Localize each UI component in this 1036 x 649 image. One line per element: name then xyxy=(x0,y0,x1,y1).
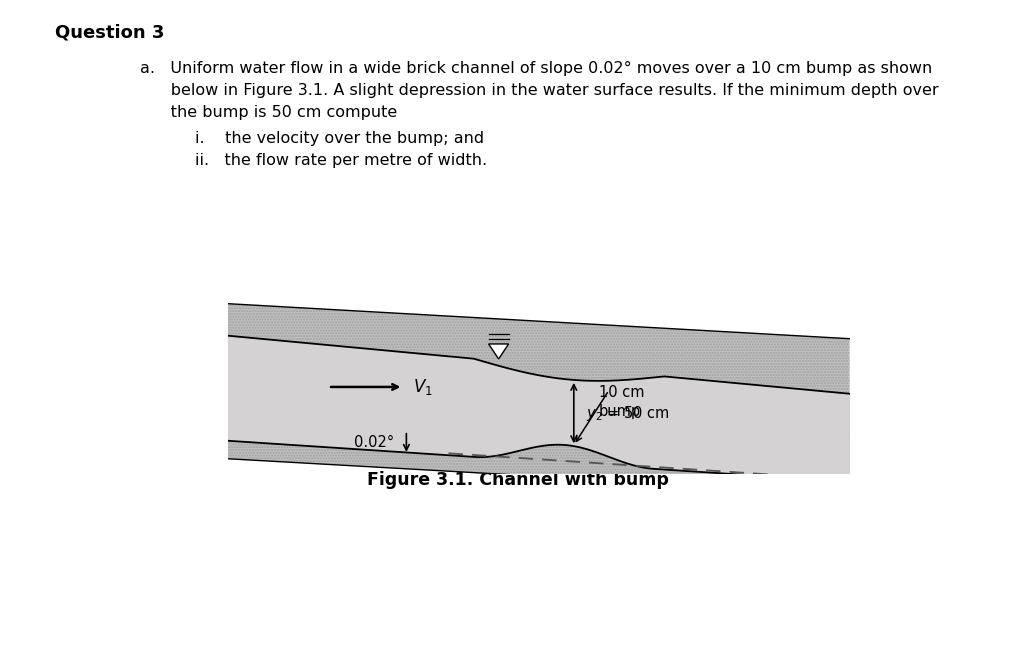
Text: i.    the velocity over the bump; and: i. the velocity over the bump; and xyxy=(195,131,484,146)
Text: Question 3: Question 3 xyxy=(55,24,165,42)
Text: the bump is 50 cm compute: the bump is 50 cm compute xyxy=(140,105,397,120)
Text: ii.   the flow rate per metre of width.: ii. the flow rate per metre of width. xyxy=(195,153,487,168)
Text: below in Figure 3.1. A slight depression in the water surface results. If the mi: below in Figure 3.1. A slight depression… xyxy=(140,83,939,98)
Polygon shape xyxy=(228,304,850,494)
Text: 10 cm
bump: 10 cm bump xyxy=(599,386,644,419)
Polygon shape xyxy=(489,344,509,359)
Text: $y_2$ = 50 cm: $y_2$ = 50 cm xyxy=(585,404,669,422)
Text: $V_1$: $V_1$ xyxy=(413,377,433,397)
Text: 0.02°: 0.02° xyxy=(354,435,395,450)
Polygon shape xyxy=(228,336,850,482)
Text: a.   Uniform water flow in a wide brick channel of slope 0.02° moves over a 10 c: a. Uniform water flow in a wide brick ch… xyxy=(140,61,932,76)
Text: Figure 3.1. Channel with bump: Figure 3.1. Channel with bump xyxy=(367,471,669,489)
